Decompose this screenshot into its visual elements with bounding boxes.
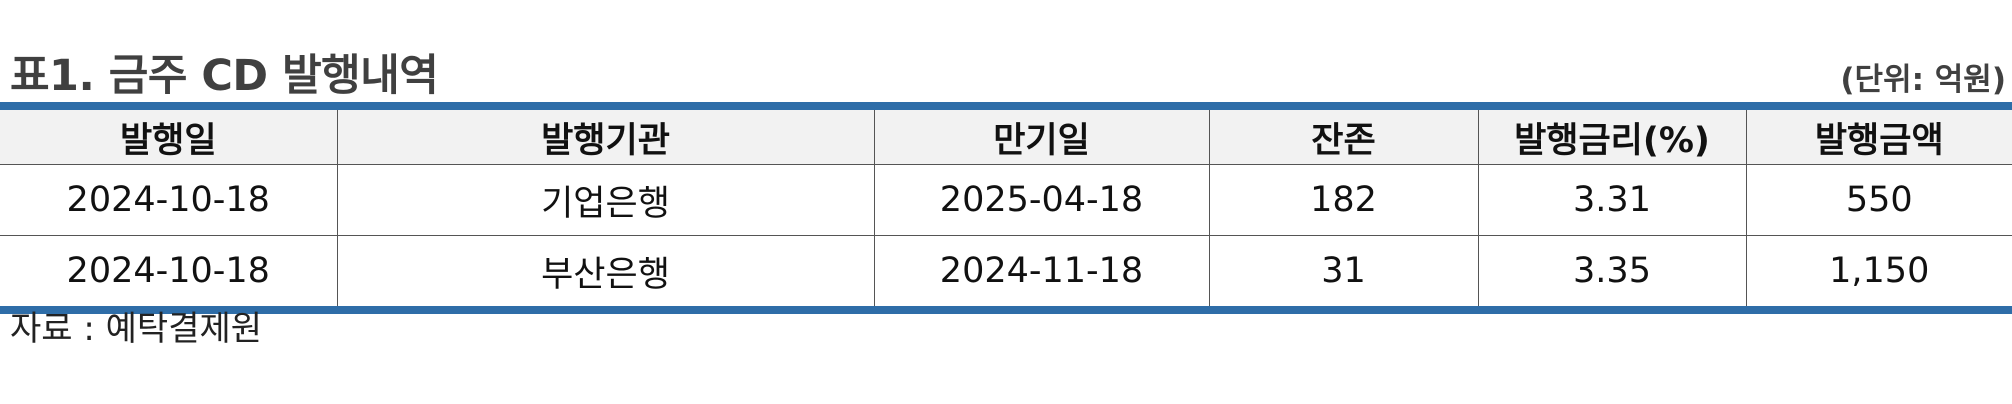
- cell-issue-amount: 1,150: [1745, 235, 2012, 306]
- column-header-issue-rate: 발행금리(%): [1477, 110, 1746, 165]
- unit-label: (단위: 억원): [1840, 62, 2006, 98]
- cd-issuance-table-block: 발행일 발행기관 만기일 잔존 발행금리(%) 발행금액 2024-10-18 …: [0, 102, 2012, 314]
- table-row: 2024-10-18 기업은행 2025-04-18 182 3.31 550: [0, 164, 2012, 236]
- cell-maturity-date: 2024-11-18: [873, 235, 1209, 306]
- source-note: 자료 : 예탁결제원: [10, 309, 263, 349]
- column-header-issue-date: 발행일: [0, 110, 337, 165]
- cell-issue-rate: 3.35: [1477, 235, 1746, 306]
- bottom-accent-rule: [0, 306, 2012, 314]
- cell-issue-date: 2024-10-18: [66, 251, 270, 291]
- column-header-maturity-date: 만기일: [873, 110, 1209, 165]
- cell-remaining-days: 182: [1208, 164, 1478, 236]
- cell-issuer: 기업은행: [336, 164, 874, 236]
- cd-issuance-table: 발행일 발행기관 만기일 잔존 발행금리(%) 발행금액 2024-10-18 …: [0, 110, 2012, 306]
- cell-maturity-date: 2025-04-18: [873, 164, 1209, 236]
- table-row: 2024-10-18 부산은행 2024-11-18 31 3.35 1,150: [0, 235, 2012, 306]
- title-row: 표1. 금주 CD 발행내역 (단위: 억원): [10, 42, 2006, 98]
- column-header-issuer: 발행기관: [336, 110, 874, 165]
- table-title: 표1. 금주 CD 발행내역: [10, 51, 439, 101]
- table-header-row: 발행일 발행기관 만기일 잔존 발행금리(%) 발행금액: [0, 110, 2012, 165]
- cell-issue-date: 2024-10-18: [0, 164, 337, 236]
- cell-remaining-days: 31: [1208, 235, 1478, 306]
- cell-issuer: 부산은행: [336, 235, 874, 306]
- cell-issue-rate: 3.31: [1477, 164, 1746, 236]
- top-accent-rule: [0, 102, 2012, 110]
- column-header-remaining-days: 잔존: [1208, 110, 1478, 165]
- cell-issue-amount: 550: [1745, 164, 2012, 236]
- column-header-issue-amount: 발행금액: [1745, 110, 2012, 165]
